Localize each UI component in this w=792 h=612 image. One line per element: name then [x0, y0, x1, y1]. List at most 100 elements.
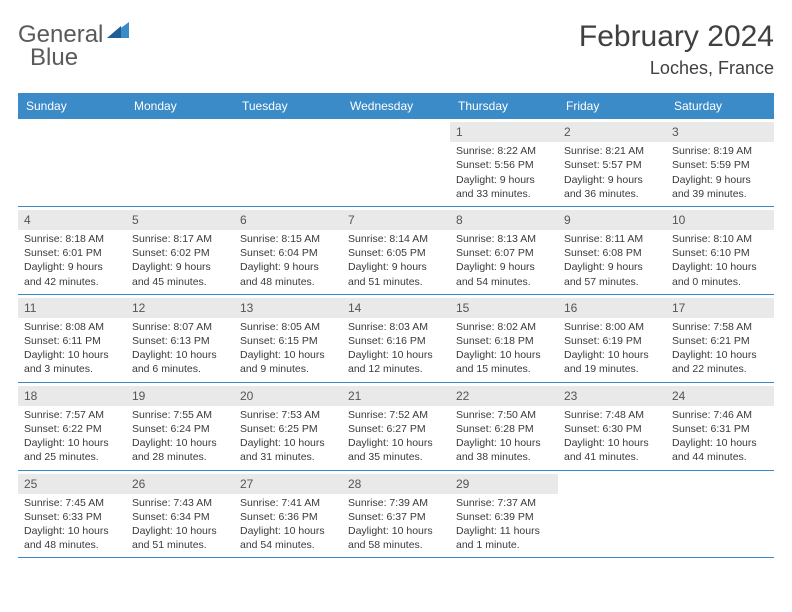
logo-mark-icon	[107, 20, 129, 49]
sunrise-text: Sunrise: 7:37 AM	[456, 496, 552, 510]
day-number: 28	[342, 474, 450, 494]
daylight-text: Daylight: 10 hours and 0 minutes.	[672, 260, 768, 288]
title-block: February 2024 Loches, France	[579, 20, 774, 79]
sunset-text: Sunset: 6:11 PM	[24, 334, 120, 348]
sunrise-text: Sunrise: 8:05 AM	[240, 320, 336, 334]
sunset-text: Sunset: 6:16 PM	[348, 334, 444, 348]
sunset-text: Sunset: 6:07 PM	[456, 246, 552, 260]
sunset-text: Sunset: 6:28 PM	[456, 422, 552, 436]
sunset-text: Sunset: 6:15 PM	[240, 334, 336, 348]
day-cell	[18, 119, 126, 206]
sunset-text: Sunset: 6:30 PM	[564, 422, 660, 436]
day-number: 9	[558, 210, 666, 230]
day-number: 23	[558, 386, 666, 406]
day-number: 1	[450, 122, 558, 142]
day-cell: 26Sunrise: 7:43 AMSunset: 6:34 PMDayligh…	[126, 471, 234, 558]
daylight-text: Daylight: 10 hours and 25 minutes.	[24, 436, 120, 464]
sunrise-text: Sunrise: 8:17 AM	[132, 232, 228, 246]
daylight-text: Daylight: 9 hours and 36 minutes.	[564, 173, 660, 201]
daylight-text: Daylight: 10 hours and 3 minutes.	[24, 348, 120, 376]
sunset-text: Sunset: 6:27 PM	[348, 422, 444, 436]
day-cell: 24Sunrise: 7:46 AMSunset: 6:31 PMDayligh…	[666, 383, 774, 470]
day-number: 10	[666, 210, 774, 230]
day-number: 17	[666, 298, 774, 318]
sunrise-text: Sunrise: 7:53 AM	[240, 408, 336, 422]
day-cell: 8Sunrise: 8:13 AMSunset: 6:07 PMDaylight…	[450, 207, 558, 294]
day-number: 25	[18, 474, 126, 494]
sunrise-text: Sunrise: 8:15 AM	[240, 232, 336, 246]
sunset-text: Sunset: 6:33 PM	[24, 510, 120, 524]
sunset-text: Sunset: 6:10 PM	[672, 246, 768, 260]
sunset-text: Sunset: 6:13 PM	[132, 334, 228, 348]
month-title: February 2024	[579, 20, 774, 54]
sunset-text: Sunset: 6:02 PM	[132, 246, 228, 260]
day-cell	[234, 119, 342, 206]
day-cell	[666, 471, 774, 558]
calendar-grid: Sunday Monday Tuesday Wednesday Thursday…	[18, 93, 774, 558]
day-number: 4	[18, 210, 126, 230]
sunrise-text: Sunrise: 7:52 AM	[348, 408, 444, 422]
day-cell: 10 Sunrise: 8:10 AMSunset: 6:10 PMDayligh…	[666, 207, 774, 294]
dayhead-saturday: Saturday	[666, 93, 774, 119]
day-cell: 20Sunrise: 7:53 AMSunset: 6:25 PMDayligh…	[234, 383, 342, 470]
daylight-text: Daylight: 10 hours and 38 minutes.	[456, 436, 552, 464]
sunset-text: Sunset: 6:05 PM	[348, 246, 444, 260]
day-cell: 13 Sunrise: 8:05 AMSunset: 6:15 PMDayligh…	[234, 295, 342, 382]
day-cell: 6Sunrise: 8:15 AMSunset: 6:04 PMDaylight…	[234, 207, 342, 294]
sunset-text: Sunset: 6:01 PM	[24, 246, 120, 260]
daylight-text: Daylight: 10 hours and 51 minutes.	[132, 524, 228, 552]
sunset-text: Sunset: 6:19 PM	[564, 334, 660, 348]
daylight-text: Daylight: 9 hours and 33 minutes.	[456, 173, 552, 201]
daylight-text: Daylight: 10 hours and 9 minutes.	[240, 348, 336, 376]
day-cell: 17Sunrise: 7:58 AMSunset: 6:21 PMDayligh…	[666, 295, 774, 382]
daylight-text: Daylight: 9 hours and 42 minutes.	[24, 260, 120, 288]
week-row: 4Sunrise: 8:18 AMSunset: 6:01 PMDaylight…	[18, 207, 774, 295]
day-number: 8	[450, 210, 558, 230]
week-row: 11Sunrise: 8:08 AMSunset: 6:11 PMDayligh…	[18, 295, 774, 383]
sunrise-text: Sunrise: 8:02 AM	[456, 320, 552, 334]
sunrise-text: Sunrise: 8:11 AM	[564, 232, 660, 246]
sunrise-text: Sunrise: 7:58 AM	[672, 320, 768, 334]
sunrise-text: Sunrise: 8:07 AM	[132, 320, 228, 334]
day-cell: 29Sunrise: 7:37 AMSunset: 6:39 PMDayligh…	[450, 471, 558, 558]
dayhead-tuesday: Tuesday	[234, 93, 342, 119]
day-number: 6	[234, 210, 342, 230]
sunrise-text: Sunrise: 8:08 AM	[24, 320, 120, 334]
day-cell: 3Sunrise: 8:19 AMSunset: 5:59 PMDaylight…	[666, 119, 774, 206]
sunset-text: Sunset: 6:39 PM	[456, 510, 552, 524]
day-number: 13	[234, 298, 342, 318]
daylight-text: Daylight: 9 hours and 54 minutes.	[456, 260, 552, 288]
logo-text-blue: Blue	[30, 44, 78, 72]
daylight-text: Daylight: 10 hours and 58 minutes.	[348, 524, 444, 552]
header: General February 2024 Loches, France	[18, 20, 774, 79]
day-cell: 11Sunrise: 8:08 AMSunset: 6:11 PMDayligh…	[18, 295, 126, 382]
daylight-text: Daylight: 10 hours and 31 minutes.	[240, 436, 336, 464]
day-cell: 16Sunrise: 8:00 AMSunset: 6:19 PMDayligh…	[558, 295, 666, 382]
daylight-text: Daylight: 9 hours and 57 minutes.	[564, 260, 660, 288]
day-cell: 19Sunrise: 7:55 AMSunset: 6:24 PMDayligh…	[126, 383, 234, 470]
day-number: 16	[558, 298, 666, 318]
day-number: 3	[666, 122, 774, 142]
day-number: 22	[450, 386, 558, 406]
dayhead-wednesday: Wednesday	[342, 93, 450, 119]
sunset-text: Sunset: 6:37 PM	[348, 510, 444, 524]
daylight-text: Daylight: 10 hours and 22 minutes.	[672, 348, 768, 376]
day-cell: 27Sunrise: 7:41 AMSunset: 6:36 PMDayligh…	[234, 471, 342, 558]
sunrise-text: Sunrise: 8:10 AM	[672, 232, 768, 246]
sunset-text: Sunset: 6:34 PM	[132, 510, 228, 524]
day-cell: 25Sunrise: 7:45 AMSunset: 6:33 PMDayligh…	[18, 471, 126, 558]
sunrise-text: Sunrise: 7:55 AM	[132, 408, 228, 422]
day-number: 24	[666, 386, 774, 406]
day-cell	[558, 471, 666, 558]
day-cell: 28 Sunrise: 7:39 AMSunset: 6:37 PMDayligh…	[342, 471, 450, 558]
sunrise-text: Sunrise: 8:00 AM	[564, 320, 660, 334]
sunrise-text: Sunrise: 7:48 AM	[564, 408, 660, 422]
day-header-row: Sunday Monday Tuesday Wednesday Thursday…	[18, 93, 774, 119]
daylight-text: Daylight: 11 hours and 1 minute.	[456, 524, 552, 552]
day-number: 21	[342, 386, 450, 406]
sunrise-text: Sunrise: 7:39 AM	[348, 496, 444, 510]
daylight-text: Daylight: 10 hours and 6 minutes.	[132, 348, 228, 376]
week-row: 1Sunrise: 8:22 AMSunset: 5:56 PMDaylight…	[18, 119, 774, 207]
week-row: 25Sunrise: 7:45 AMSunset: 6:33 PMDayligh…	[18, 471, 774, 559]
sunrise-text: Sunrise: 8:21 AM	[564, 144, 660, 158]
